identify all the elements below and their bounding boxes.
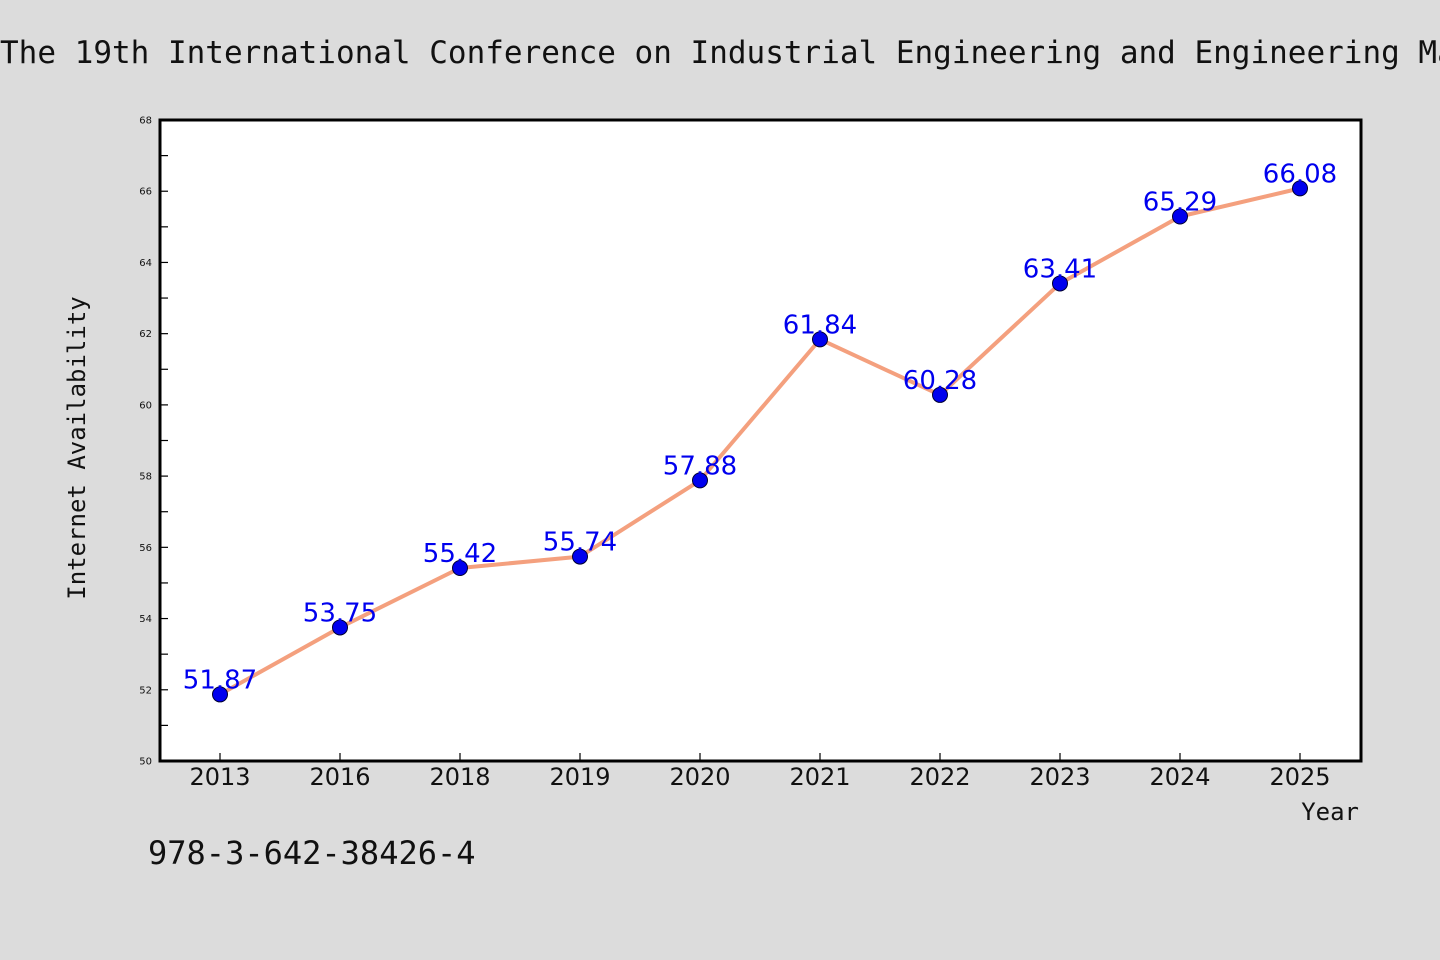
data-label: 63.41 (1023, 254, 1097, 284)
y-tick-label: 64 (139, 258, 152, 269)
data-point (1292, 180, 1308, 197)
data-labels: 51.87 53.75 55.42 55.74 57.88 61.84 60.28 63.41… (183, 159, 1337, 695)
y-tick-label: 56 (139, 543, 152, 554)
x-tick-label: 2016 (309, 763, 370, 791)
y-tick-label: 66 (139, 187, 152, 198)
data-point (452, 559, 468, 576)
data-point (332, 619, 348, 636)
data-label: 55.74 (543, 528, 617, 558)
data-point (692, 472, 708, 489)
data-label: 60.28 (903, 366, 977, 396)
plot-frame (158, 118, 1363, 763)
data-label: 66.08 (1263, 159, 1337, 189)
data-label: 55.42 (423, 539, 497, 569)
data-label: 51.87 (183, 665, 257, 695)
data-label: 61.84 (783, 310, 857, 340)
data-point (812, 331, 828, 348)
data-label: 53.75 (303, 598, 377, 628)
y-axis-label: Internet Availability (63, 296, 91, 599)
data-label: 57.88 (663, 451, 737, 481)
data-point (572, 548, 588, 565)
y-tick-label: 52 (139, 685, 152, 696)
y-tick-label: 60 (139, 400, 152, 411)
x-tick-label: 2020 (669, 763, 730, 791)
y-tick-label: 54 (139, 614, 152, 625)
x-tick-label: 2022 (909, 763, 970, 791)
x-axis: 2013 2016 2018 2019 2020 2021 2022 2023 2024 2025 (189, 753, 1331, 791)
x-tick-label: 2025 (1269, 763, 1330, 791)
x-tick-label: 2018 (429, 763, 490, 791)
x-tick-label: 2021 (789, 763, 850, 791)
data-point (212, 686, 228, 703)
isbn-footer: 978-3-642-38426-4 (148, 834, 476, 872)
data-points (212, 180, 1308, 703)
y-tick-label: 62 (139, 329, 152, 340)
data-label: 65.29 (1143, 188, 1217, 218)
x-axis-label: Year (1301, 798, 1359, 826)
x-tick-label: 2019 (549, 763, 610, 791)
y-tick-label: 50 (139, 757, 152, 768)
data-point (1052, 275, 1068, 292)
data-point (1172, 208, 1188, 225)
y-tick-label: 58 (139, 472, 152, 483)
y-tick-label: 68 (139, 116, 152, 127)
data-point (932, 386, 948, 403)
x-tick-label: 2023 (1029, 763, 1090, 791)
x-tick-label: 2024 (1149, 763, 1210, 791)
chart-title: The 19th International Conference on Ind… (0, 35, 1440, 71)
x-tick-label: 2013 (189, 763, 250, 791)
series-line (219, 186, 1301, 697)
